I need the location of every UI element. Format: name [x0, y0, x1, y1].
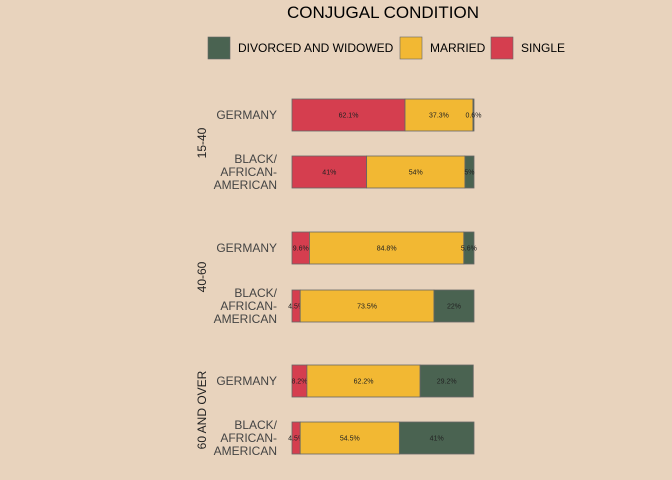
- bar-segment-divorced-and-widowed: [398, 421, 475, 455]
- category-label: GERMANY: [216, 108, 277, 122]
- legend-swatch-married: [399, 36, 423, 60]
- data-label-married: 54%: [409, 170, 423, 177]
- legend-label-divorced-and-widowed: DIVORCED AND WIDOWED: [238, 41, 394, 55]
- data-label-divorced-and-widowed: 22%: [447, 304, 461, 311]
- data-label-married: 37.3%: [429, 113, 449, 120]
- data-label-divorced-and-widowed: 29.2%: [437, 379, 457, 386]
- bar-segment-married: [309, 231, 465, 265]
- legend-label-married: MARRIED: [430, 41, 486, 55]
- data-label-married: 62.2%: [354, 379, 374, 386]
- category-label: BLACK/AFRICAN-AMERICAN: [214, 286, 278, 326]
- group-label-40-60: 40-60: [195, 261, 209, 292]
- legend-label-single: SINGLE: [521, 41, 565, 55]
- data-label-married: 73.5%: [357, 304, 377, 311]
- category-label: BLACK/AFRICAN-AMERICAN: [214, 152, 278, 192]
- bar-segment-married: [299, 289, 435, 323]
- data-label-married: 84.8%: [377, 246, 397, 253]
- data-label-single: 4.5%: [288, 436, 304, 443]
- data-label-single: 41%: [322, 170, 336, 177]
- bar-segment-divorced-and-widowed: [463, 231, 475, 265]
- legend-swatch-single: [490, 36, 514, 60]
- data-label-divorced-and-widowed: 5%: [464, 170, 474, 177]
- data-label-single: 8.2%: [291, 379, 307, 386]
- group-label-60-and-over: 60 AND OVER: [195, 370, 209, 449]
- category-label: GERMANY: [216, 374, 277, 388]
- bar-segment-divorced-and-widowed: [433, 289, 475, 323]
- bar-segment-divorced-and-widowed: [472, 98, 475, 132]
- data-label-divorced-and-widowed: 41%: [430, 436, 444, 443]
- bar-segment-single: [291, 98, 406, 132]
- bars-layer: 15-40 GERMANY 62.1% 37.3% 0.6% BLACK/AFRICAN-…: [195, 98, 481, 458]
- data-label-single: 62.1%: [339, 113, 359, 120]
- group-label-15-40: 15-40: [195, 127, 209, 158]
- legend: DIVORCED AND WIDOWED MARRIED SINGLE: [207, 36, 565, 60]
- legend-swatch-divorced-and-widowed: [207, 36, 231, 60]
- data-label-divorced-and-widowed: 0.6%: [465, 113, 481, 120]
- bar-segment-married: [404, 98, 474, 132]
- bar-segment-married: [299, 421, 400, 455]
- data-label-divorced-and-widowed: 5.6%: [461, 246, 477, 253]
- category-label: GERMANY: [216, 241, 277, 255]
- data-label-single: 4.5%: [288, 304, 304, 311]
- bar-segment-divorced-and-widowed: [419, 364, 474, 398]
- chart-title: CONJUGAL CONDITION: [287, 3, 479, 22]
- category-label: BLACK/AFRICAN-AMERICAN: [214, 418, 278, 458]
- data-label-married: 54.5%: [340, 436, 360, 443]
- data-label-single: 9.6%: [293, 246, 309, 253]
- bar-segment-divorced-and-widowed: [464, 155, 475, 189]
